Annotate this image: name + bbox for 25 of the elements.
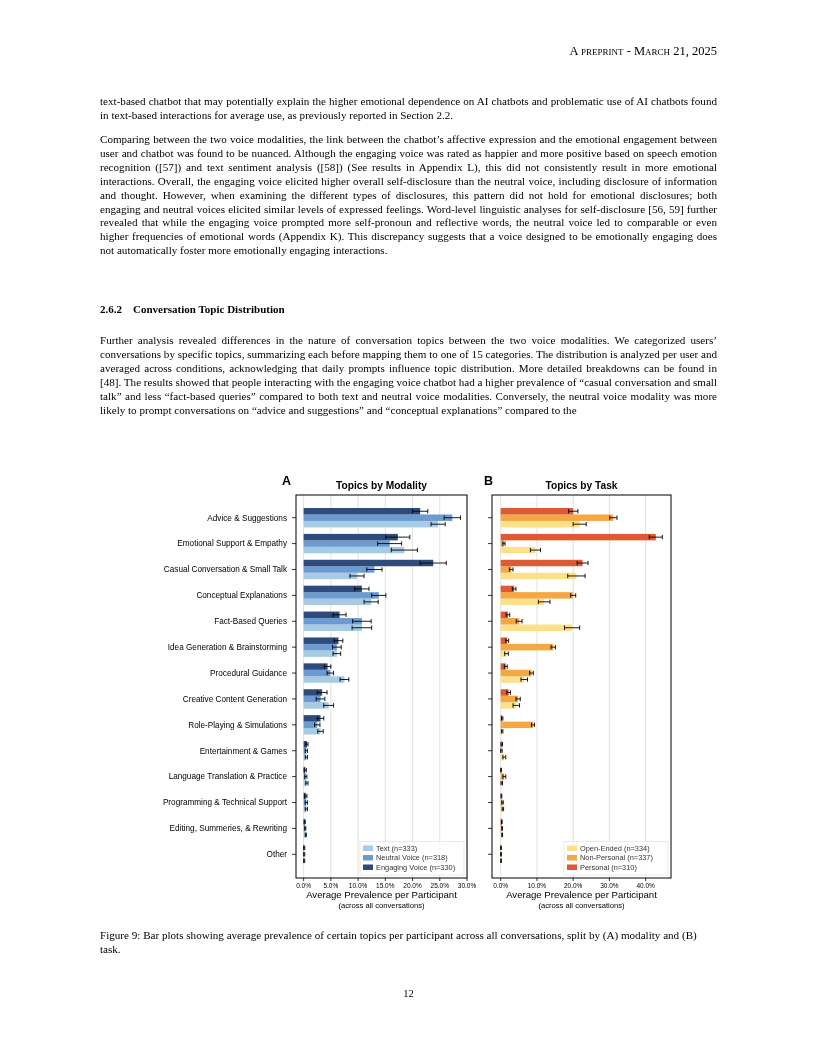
chart-title: Topics by Modality: [336, 480, 428, 491]
y-tick-label: Entertainment & Games: [199, 746, 287, 756]
text: B: [484, 474, 494, 488]
text: Further analysis revealed differences in the nature of conversation topics between the two voice modalities. We categorized users’ conversations by specific topics, summarizing each before mapping them to one of 15 categories. The distribution is analyzed per user and averaged across conditions, acknowledging that daily prompts influence topic distribution. More detailed breakdowns can be found in [48]. The results showed that people interacting with the engaging voice chatbot had a higher prevalence of “casual conversation and small talk” and less “fact-based queries” compared to both text and neutral voice modalities. Conversely, the neutral voice modality was more likely to prompt conversations on “advice and suggestions” and “conceptual explanations” compared to the: [100, 334, 717, 418]
text: text-based chatbot that may potentially explain the higher emotional dependence on AI chatbots and problematic use of AI chatbots found in text-based interactions for average use, as previously reported in Section 2.2.: [100, 95, 717, 123]
y-tick-label: Language Translation & Practice: [168, 772, 288, 782]
y-tick-label: Procedural Guidance: [210, 668, 288, 678]
caption: Figure 9: Bar plots showing average prevalence of certain topics per participant across all conversations, split by (A) modality and (B) task.: [100, 929, 698, 957]
y-tick-label: Other: [266, 850, 288, 860]
text: 2.6.2 Conversation Topic Distribution: [100, 303, 286, 317]
y-tick-label: Creative Content Generation: [182, 694, 288, 704]
y-tick-label: Fact-Based Queries: [214, 617, 287, 627]
y-tick-label: Conceptual Explanations: [196, 591, 287, 601]
y-tick-label: Advice & Suggestions: [207, 513, 287, 523]
y-tick-label: Casual Conversation & Small Talk: [163, 565, 288, 575]
text: A preprint - March 21, 2025: [568, 44, 717, 59]
y-tick-label: Programming & Technical Support: [162, 798, 288, 808]
text: 12: [402, 987, 415, 1001]
chart-title: Topics by Task: [545, 480, 618, 491]
text: A: [282, 474, 292, 488]
y-tick-label: Emotional Support & Empathy: [177, 539, 288, 549]
text: Comparing between the two voice modalities, the link between the chatbot’s affective expression and the emotional engagement between user and chatbot was found to be nuanced. Although the engaging voice was rated as happier and more positive based on speech emotion recognition ([57]) and text sentiment analysis ([58]) (See results in Appendix L), this did not consistently result in more emotional interactions. Overall, the engaging voice elicited higher overall self-disclosure than the neutral voice, including disclosure of information and thought. However, when examining the different types of disclosures, this pattern did not hold for emotional disclosures; both engaging and neutral voices elicited similar levels of expressed feelings. Word-level linguistic analyses for self-disclosure [56, 59] further revealed that while the engaging voice prompted more self-pronoun and reflective words, the neutral voice led to comparable or even higher frequencies of emotional words (Appendix K). This discrepancy suggests that a voice designed to be emotionally engaging does not automatically foster more emotionally engaging interactions.: [100, 133, 717, 257]
y-tick-label: Role-Playing & Simulations: [188, 720, 287, 730]
y-tick-label: Editing, Summeries, & Rewriting: [169, 824, 288, 834]
y-tick-label: Idea Generation & Brainstorming: [167, 643, 288, 653]
